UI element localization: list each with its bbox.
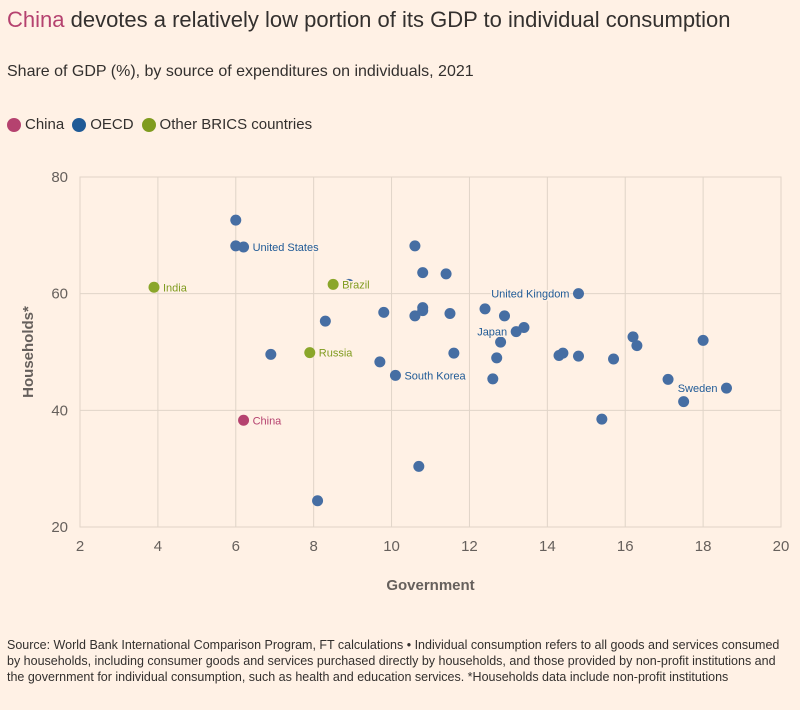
x-tick-label: 2 (76, 538, 84, 555)
data-point-oecd (374, 356, 386, 368)
data-label: China (253, 415, 283, 427)
data-point-oecd (319, 315, 331, 327)
data-label: United Kingdom (491, 289, 569, 301)
data-label: India (163, 282, 188, 294)
data-point-china (238, 414, 250, 426)
x-tick-label: 4 (154, 538, 162, 555)
y-tick-label: 40 (51, 402, 68, 419)
data-point-oecd (440, 268, 452, 280)
data-point-brics (304, 347, 316, 359)
legend-item-brics: Other BRICS countries (141, 116, 313, 133)
x-tick-label: 6 (232, 538, 240, 555)
data-point-oecd (479, 303, 491, 315)
legend-marker-brics (141, 117, 156, 132)
data-point-oecd (627, 331, 639, 343)
data-point-oecd (444, 308, 456, 319)
x-tick-label: 8 (309, 538, 317, 555)
data-point-oecd (572, 350, 584, 362)
data-point-brics (327, 278, 339, 290)
source-note: Source: World Bank International Compari… (7, 638, 780, 684)
legend-label-brics: Other BRICS countries (159, 116, 313, 133)
chart-title-highlight: China (7, 7, 65, 32)
chart-title: China devotes a relatively low portion o… (7, 6, 731, 34)
y-tick-label: 20 (51, 519, 68, 536)
legend-item-oecd: OECD (72, 116, 134, 133)
data-label: Sweden (678, 383, 718, 395)
data-label: United States (253, 242, 320, 254)
data-label: Brazil (342, 279, 370, 291)
data-point-oecd (608, 353, 620, 365)
chart-subtitle: Share of GDP (%), by source of expenditu… (7, 63, 474, 80)
legend: China OECD Other BRICS countries (7, 116, 320, 133)
data-point-oecd (518, 322, 530, 333)
data-point-oecd (572, 288, 584, 300)
x-tick-label: 14 (539, 538, 556, 555)
data-point-oecd (596, 413, 608, 425)
x-tick-label: 12 (461, 538, 478, 555)
legend-marker-china (7, 117, 21, 132)
data-point-brics (148, 281, 160, 293)
legend-marker-oecd (72, 117, 87, 132)
legend-item-china: China (7, 116, 64, 133)
data-point-oecd (678, 396, 690, 408)
data-point-oecd (491, 352, 503, 364)
data-point-oecd (230, 214, 242, 226)
data-point-oecd (389, 369, 401, 381)
data-point-oecd (343, 278, 355, 290)
data-point-oecd (697, 334, 709, 346)
scatter-chart: 2 4 6 8 10 12 14 16 18 20 20 40 60 80 Government Househ… (20, 169, 790, 594)
y-tick-label: 80 (51, 169, 68, 186)
x-tick-label: 10 (383, 538, 400, 555)
data-point-oecd (498, 310, 510, 322)
data-point-oecd (631, 340, 643, 352)
legend-label-oecd: OECD (90, 116, 134, 133)
data-point-oecd (413, 460, 425, 472)
data-point-oecd (238, 241, 250, 253)
data-label: Russia (319, 348, 354, 360)
y-tick-label: 60 (51, 286, 68, 303)
data-point-oecd (720, 382, 732, 394)
data-point-oecd (378, 306, 390, 318)
data-point-oecd (487, 373, 499, 385)
data-point-oecd (495, 336, 507, 348)
data-label: Japan (477, 327, 507, 339)
data-point-oecd (448, 347, 460, 359)
data-point-oecd (417, 305, 429, 317)
data-label: South Korea (404, 370, 466, 382)
data-point-oecd (557, 347, 569, 359)
data-point-oecd (312, 495, 324, 507)
x-tick-label: 20 (773, 538, 790, 555)
x-tick-label: 18 (695, 538, 712, 555)
data-point-oecd (409, 310, 421, 322)
data-point-oecd (265, 348, 277, 360)
y-axis-title: Households* (20, 306, 37, 398)
data-point-oecd (662, 373, 674, 385)
x-tick-label: 16 (617, 538, 634, 555)
x-axis-title: Government (386, 577, 474, 594)
data-point-oecd (409, 240, 421, 252)
legend-label-china: China (25, 116, 65, 133)
chart-title-rest: devotes a relatively low portion of its … (64, 7, 731, 32)
plot-frame (79, 176, 782, 528)
data-point-oecd (417, 267, 429, 279)
